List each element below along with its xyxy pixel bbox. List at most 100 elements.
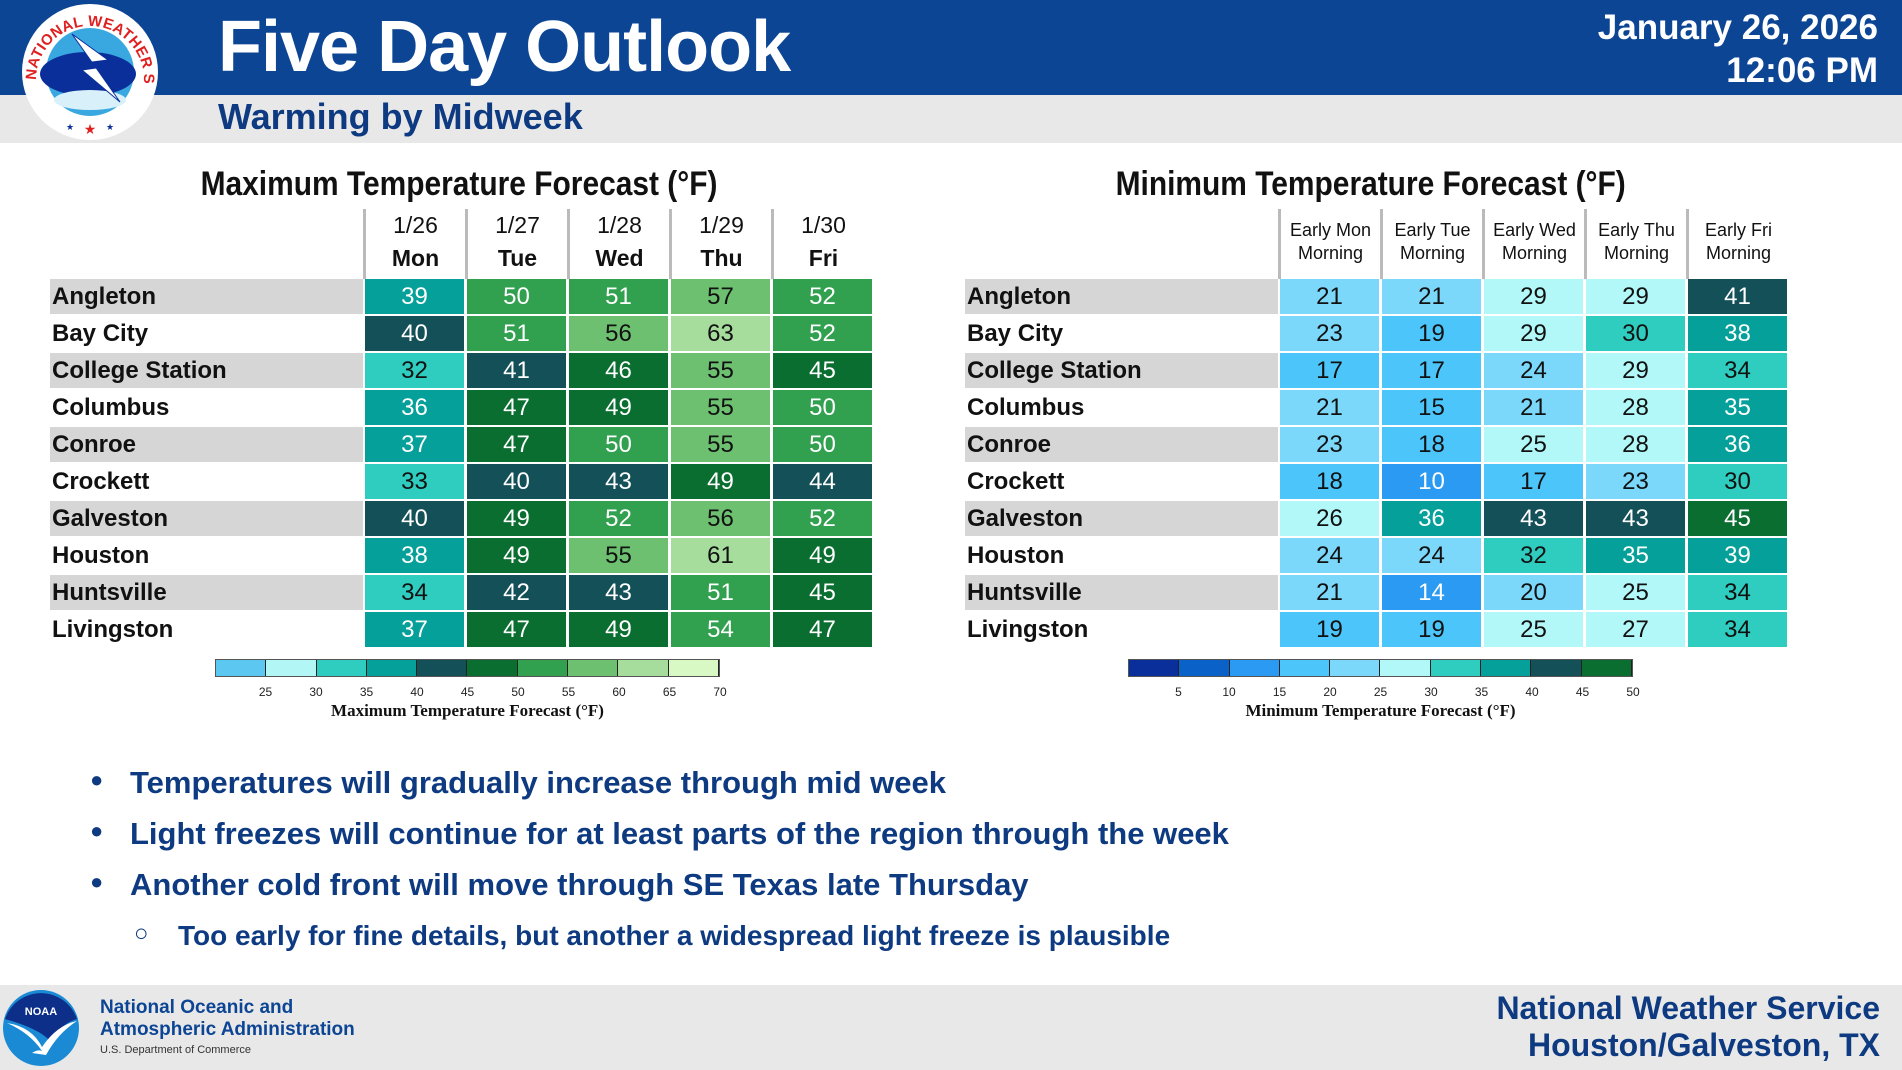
temp-cell: 34 — [1688, 575, 1787, 610]
legend-tick-label: 15 — [1272, 685, 1287, 699]
table-row: Livingston 19 19 25 27 34 — [965, 612, 1788, 647]
temp-cell: 36 — [365, 390, 464, 425]
city-name: Houston — [50, 538, 363, 573]
temp-cell: 28 — [1586, 427, 1685, 462]
nws-line2: Houston/Galveston, TX — [1527, 1027, 1880, 1063]
legend-tick-label: 40 — [410, 685, 424, 699]
legend-tick-label: 45 — [460, 685, 475, 699]
noaa-dept: U.S. Department of Commerce — [100, 1044, 251, 1056]
noaa-name: National Oceanic and Atmospheric Adminis… — [100, 997, 355, 1041]
temp-cell: 20 — [1484, 575, 1583, 610]
temp-cell: 19 — [1382, 612, 1481, 647]
legend-tick-label: 55 — [561, 685, 576, 699]
temp-cell: 45 — [773, 575, 872, 610]
temp-cell: 54 — [671, 612, 770, 647]
temp-cell: 14 — [1382, 575, 1481, 610]
column-header-line2: Thu — [700, 245, 743, 271]
noaa-line2: Atmospheric Administration — [100, 1019, 355, 1040]
temp-cell: 56 — [569, 316, 668, 351]
legend-swatch — [568, 660, 619, 676]
temp-cell: 52 — [773, 279, 872, 314]
temp-cell: 21 — [1280, 279, 1379, 314]
column-header-line2: Fri — [808, 245, 839, 271]
legend-tick-label: 20 — [1323, 685, 1337, 699]
legend-tick-label: 35 — [1474, 685, 1489, 699]
temp-cell: 28 — [1586, 390, 1685, 425]
temp-cell: 50 — [773, 390, 872, 425]
legend-tick-label: 35 — [359, 685, 374, 699]
table-row: Huntsville 21 14 20 25 34 — [965, 575, 1788, 610]
temp-cell: 25 — [1484, 427, 1583, 462]
temp-cell: 52 — [773, 316, 872, 351]
temp-cell: 24 — [1484, 353, 1583, 388]
temp-cell: 30 — [1688, 464, 1787, 499]
city-name: College Station — [50, 353, 363, 388]
table-row: Houston 38 49 55 61 49 — [50, 538, 873, 573]
temp-cell: 21 — [1280, 575, 1379, 610]
city-name: Houston — [965, 538, 1278, 573]
temp-cell: 55 — [671, 353, 770, 388]
city-name: Huntsville — [50, 575, 363, 610]
temp-cell: 23 — [1280, 427, 1379, 462]
legend-swatch — [366, 660, 418, 676]
temp-cell: 19 — [1280, 612, 1379, 647]
temp-cell: 51 — [467, 316, 566, 351]
temp-cell: 32 — [1484, 538, 1583, 573]
nws-logo-icon: ★ ★ ★ NATIONAL WEATHER SERVICE — [16, 2, 158, 140]
temp-cell: 55 — [671, 390, 770, 425]
city-name: Angleton — [965, 279, 1278, 314]
legend-tick-label: 65 — [662, 685, 677, 699]
city-name: Livingston — [50, 612, 363, 647]
temp-cell: 37 — [365, 427, 464, 462]
legend-swatch — [417, 660, 468, 676]
temp-cell: 47 — [467, 612, 566, 647]
legend-swatch — [1430, 660, 1482, 676]
temp-cell: 55 — [569, 538, 668, 573]
temp-cell: 47 — [467, 390, 566, 425]
table-row: Angleton 21 21 29 29 41 — [965, 279, 1788, 314]
legend-swatch — [668, 660, 719, 676]
city-name: Bay City — [50, 316, 363, 351]
column-header-line2: Morning — [1501, 243, 1568, 263]
city-name: Crockett — [50, 464, 363, 499]
temp-cell: 43 — [1484, 501, 1583, 536]
bullet-item: Temperatures will gradually increase thr… — [90, 765, 1229, 816]
nws-line1: National Weather Service — [1496, 990, 1880, 1026]
temp-cell: 18 — [1280, 464, 1379, 499]
legend-tick-label: 50 — [511, 685, 525, 699]
table-row: College Station 17 17 24 29 34 — [965, 353, 1788, 388]
legend-tick-label: 70 — [713, 685, 727, 699]
temp-cell: 50 — [467, 279, 566, 314]
temp-cell: 25 — [1484, 612, 1583, 647]
column-header-line1: Early Thu — [1598, 220, 1675, 240]
legend-tick-label: 30 — [1424, 685, 1438, 699]
city-name: Columbus — [965, 390, 1278, 425]
temp-cell: 33 — [365, 464, 464, 499]
temp-cell: 47 — [467, 427, 566, 462]
color-legend — [215, 659, 720, 677]
temp-cell: 21 — [1280, 390, 1379, 425]
svg-text:★: ★ — [66, 122, 74, 132]
column-header-line1: Early Mon — [1289, 220, 1372, 240]
temp-cell: 32 — [365, 353, 464, 388]
temp-cell: 40 — [365, 316, 464, 351]
temp-cell: 47 — [773, 612, 872, 647]
temp-cell: 52 — [569, 501, 668, 536]
temp-cell: 56 — [671, 501, 770, 536]
temp-cell: 41 — [1688, 279, 1787, 314]
temp-cell: 38 — [365, 538, 464, 573]
temp-cell: 38 — [1688, 316, 1787, 351]
table-row: Angleton 39 50 51 57 52 — [50, 279, 873, 314]
temp-cell: 29 — [1586, 279, 1685, 314]
legend-tick-label: 60 — [612, 685, 626, 699]
city-name: Columbus — [50, 390, 363, 425]
temp-cell: 49 — [671, 464, 770, 499]
table-title: Minimum Temperature Forecast (°F) — [1115, 165, 1626, 203]
temp-cell: 19 — [1382, 316, 1481, 351]
temp-cell: 49 — [467, 538, 566, 573]
temp-cell: 34 — [1688, 612, 1787, 647]
table-row: Bay City 40 51 56 63 52 — [50, 316, 873, 351]
temp-cell: 45 — [1688, 501, 1787, 536]
table-row: College Station 32 41 46 55 45 — [50, 353, 873, 388]
temp-cell: 15 — [1382, 390, 1481, 425]
